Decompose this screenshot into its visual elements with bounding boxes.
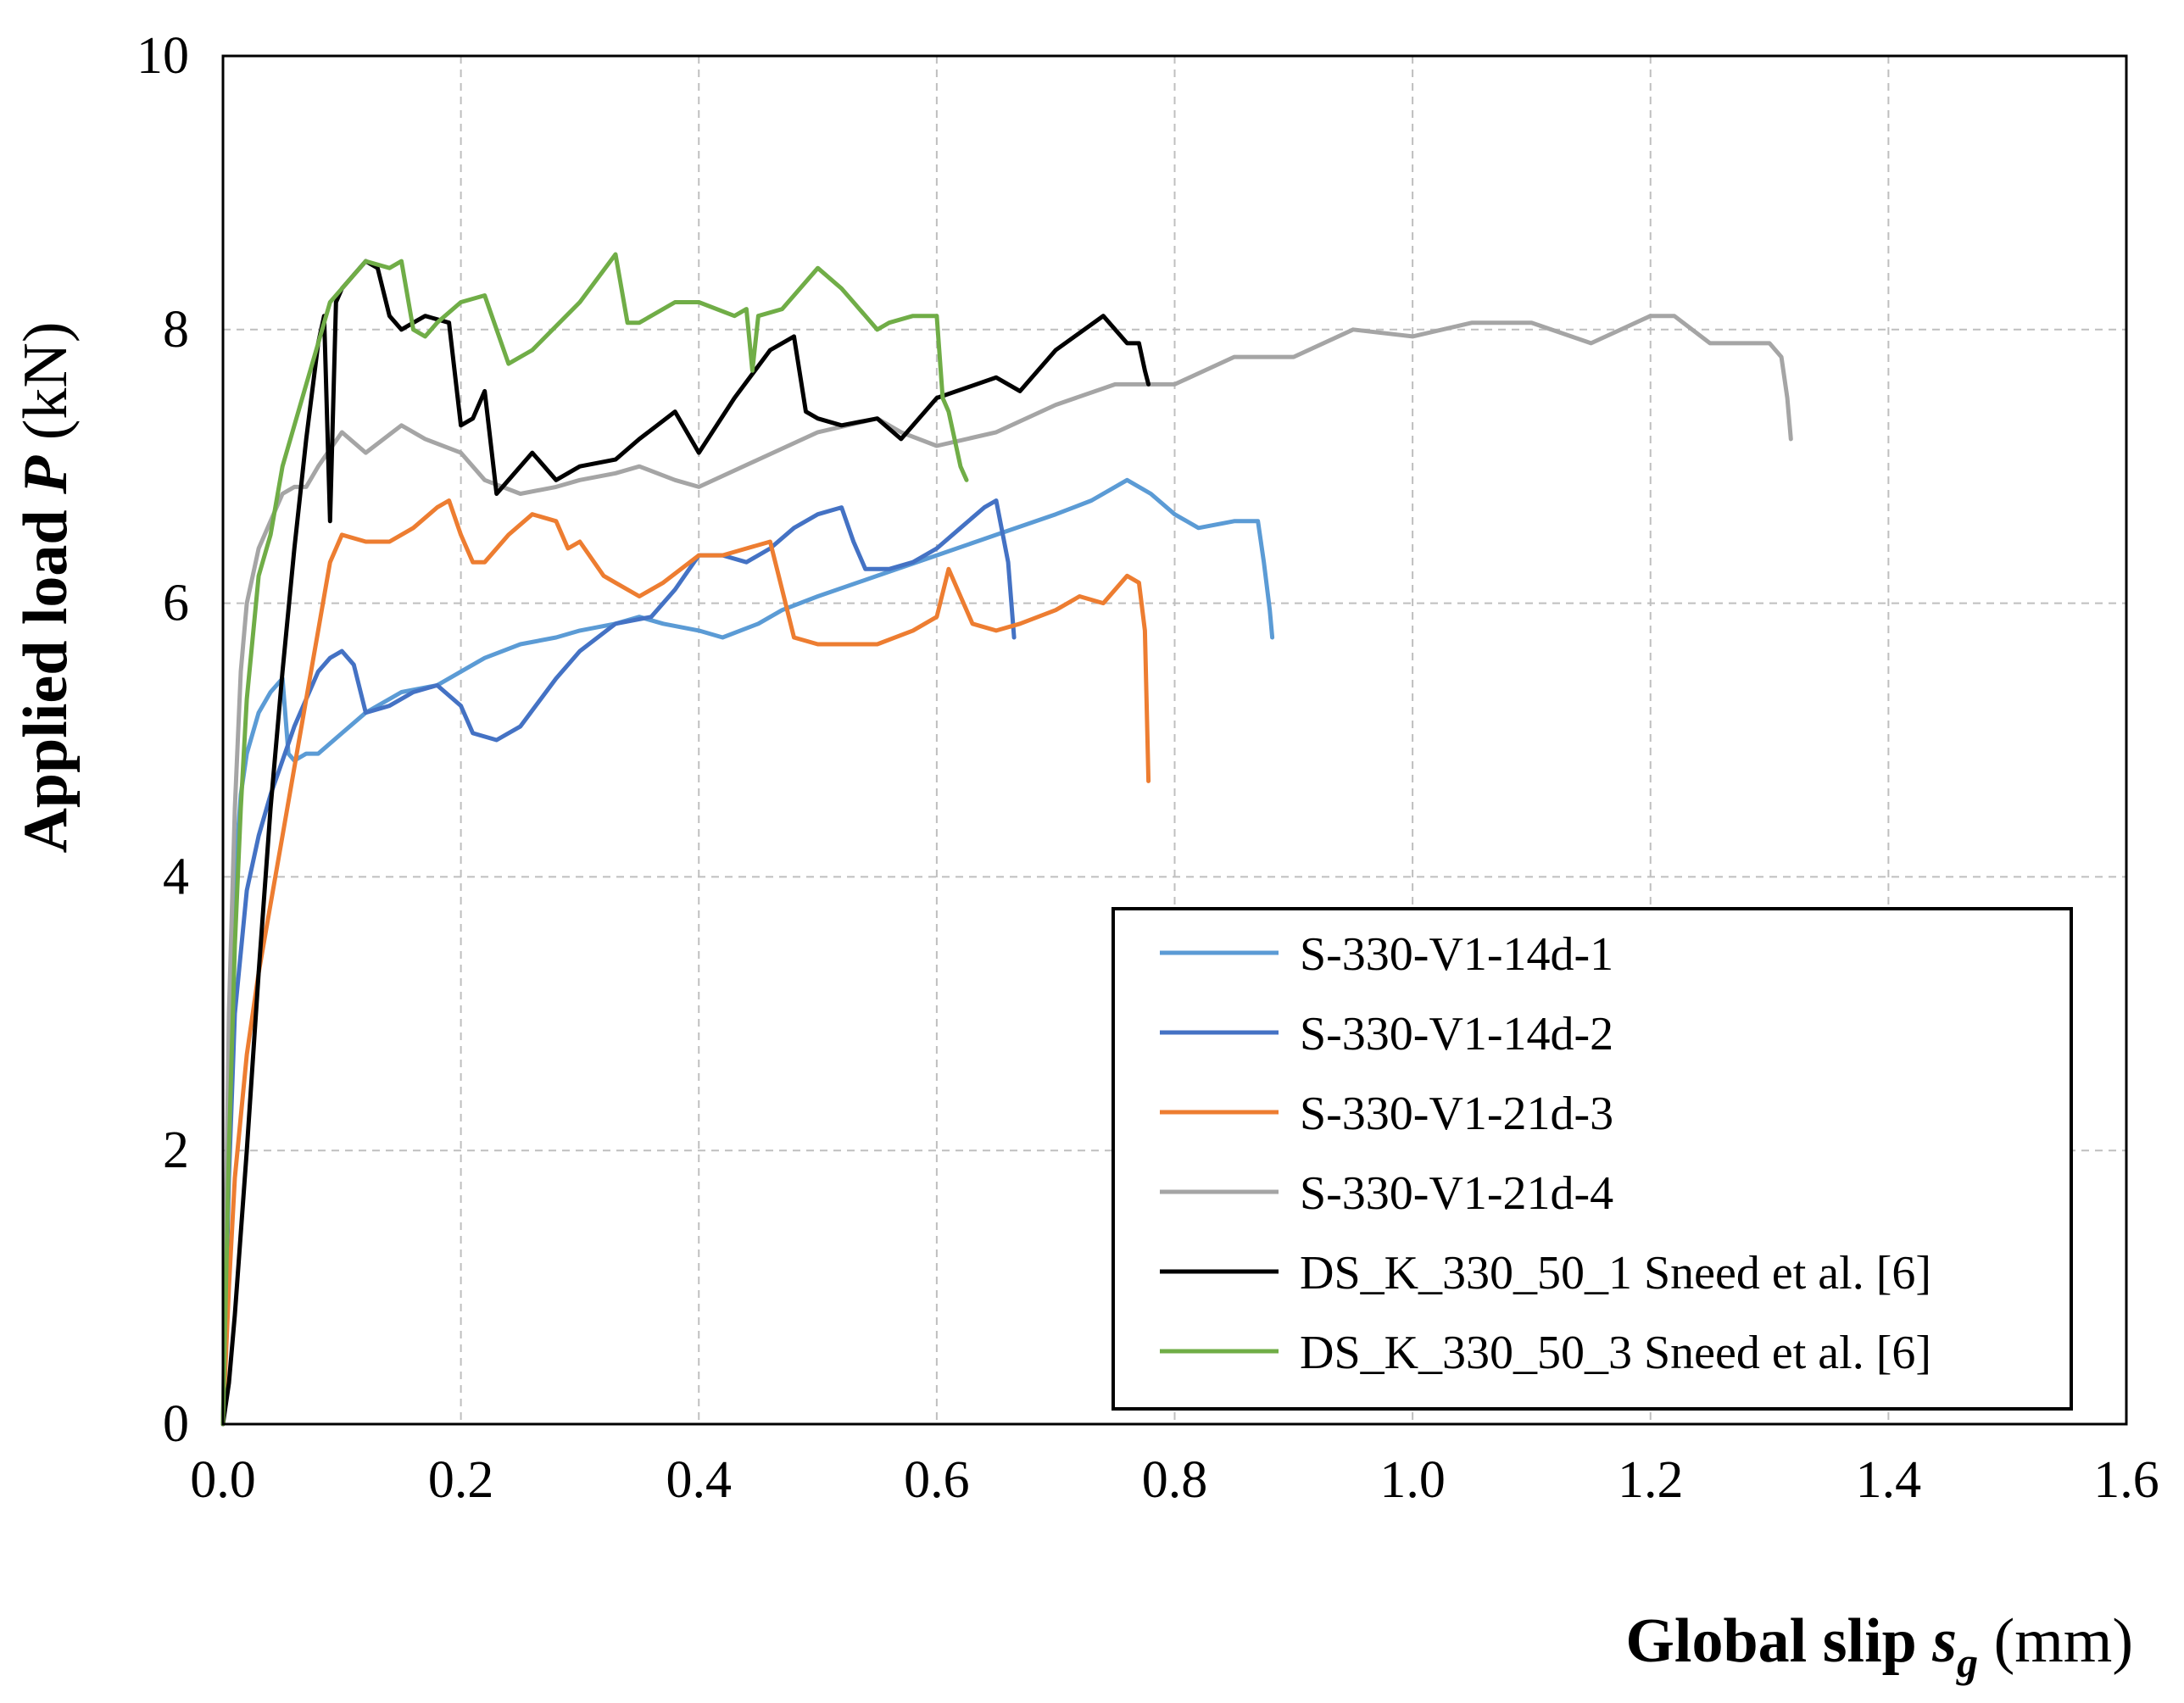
x-tick-label: 0.4: [666, 1451, 733, 1509]
x-tick-label: 0.0: [190, 1451, 256, 1509]
legend-label: S-330-V1-14d-1: [1300, 928, 1613, 981]
plot-frame: [221, 54, 2128, 1426]
series-layer: [220, 252, 1793, 1427]
y-tick-label: 4: [163, 848, 189, 905]
x-tick-label: 1.2: [1618, 1451, 1684, 1509]
x-axis-title: Global slip sg (mm): [1625, 1606, 2133, 1686]
legend-label: S-330-V1-21d-3: [1300, 1088, 1613, 1140]
x-tick-label: 0.2: [428, 1451, 494, 1509]
legend: S-330-V1-14d-1 S-330-V1-14d-2 S-330-V1-21d…: [1112, 907, 2073, 1411]
y-tick-label: 6: [163, 575, 189, 632]
x-tick-label: 0.6: [904, 1451, 970, 1509]
x-tick-label: 1.0: [1379, 1451, 1446, 1509]
y-tick-label: 8: [163, 301, 189, 359]
x-tick-label: 1.4: [1856, 1451, 1922, 1509]
legend-label: DS_K_330_50_1 Sneed et al. [6]: [1300, 1247, 1931, 1300]
legend-box: [1112, 907, 2073, 1411]
x-tick-label: 1.6: [2093, 1451, 2159, 1509]
legend-label: S-330-V1-21d-4: [1300, 1167, 1613, 1220]
series-line-2: [220, 498, 1017, 1427]
y-axis-ticks: 0 2 4 6 8 10: [136, 27, 189, 1453]
y-axis-title: Applied load P (kN): [11, 321, 81, 853]
y-tick-label: 2: [163, 1121, 189, 1179]
x-axis-ticks: 0.0 0.2 0.4 0.6 0.8 1.0 1.2 1.4 1.6: [190, 1451, 2159, 1509]
y-tick-label: 10: [136, 27, 189, 85]
x-tick-label: 0.8: [1142, 1451, 1208, 1509]
legend-label: DS_K_330_50_3 Sneed et al. [6]: [1300, 1327, 1931, 1379]
series-line-5: [220, 259, 1151, 1427]
y-tick-label: 0: [163, 1395, 189, 1453]
legend-label: S-330-V1-14d-2: [1300, 1008, 1613, 1060]
series-line-6: [220, 252, 969, 1427]
series-line-3: [220, 498, 1151, 1427]
series-line-4: [220, 314, 1793, 1427]
